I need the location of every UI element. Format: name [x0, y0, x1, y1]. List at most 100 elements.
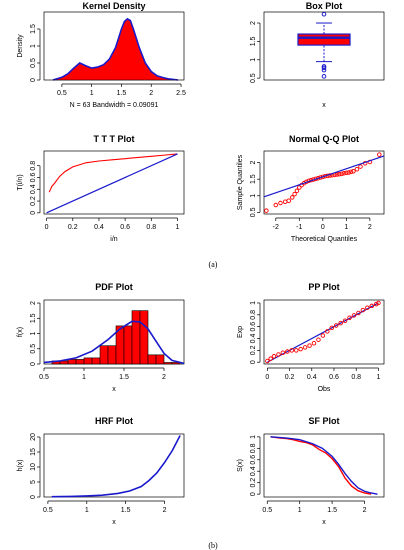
- pp-plot-box: [263, 299, 385, 365]
- pdf-y-tick-label: 2: [30, 301, 37, 305]
- qq-x-tick-label: 0: [321, 224, 325, 231]
- box-outlier: [321, 11, 327, 17]
- pdf-y-tick-label: 1: [30, 331, 37, 335]
- hrf-y-tick-label: 10: [30, 463, 37, 471]
- pp-point: [351, 313, 357, 318]
- pp-point: [369, 303, 375, 309]
- qq-point: [358, 164, 363, 169]
- ttt-title: T T T Plot: [94, 134, 135, 144]
- ttt-x-tick-label: 0.2: [68, 224, 78, 231]
- sf-chart: SF Plot 0.5 1 1.5 2 0 0.2 0.40.6 0.8 1 x S(x): [237, 416, 385, 526]
- kd-x-tick-label: 1.5: [117, 90, 127, 97]
- pdf-y-tick-label: 1.5: [30, 313, 37, 323]
- pp-title: PP Plot: [308, 282, 339, 292]
- kd-x-tick-label: 0.5: [57, 90, 67, 97]
- sf-x-label: x: [322, 519, 326, 526]
- hrf-curve: [51, 435, 181, 498]
- caption-b: (b): [208, 541, 218, 550]
- pp-y-tick-label: 0.8: [250, 310, 257, 320]
- hrf-title: HRF Plot: [95, 416, 133, 426]
- pp-point: [285, 349, 290, 354]
- pdf-y-tick-label: 0: [30, 362, 37, 366]
- box-outlier: [321, 64, 327, 69]
- kd-y-tick-label: 1.5: [30, 24, 37, 34]
- qq-point: [289, 195, 295, 200]
- qq-point: [337, 171, 342, 177]
- sf-y-tick-label: 0.2: [250, 478, 257, 488]
- qq-point: [294, 188, 300, 194]
- box-x-label: x: [322, 102, 326, 109]
- qq-title: Normal Q-Q Plot: [289, 134, 359, 144]
- sf-y-tick-label: 0.8: [250, 443, 257, 453]
- kd-x-tick-label: 1: [90, 90, 94, 97]
- pp-point: [347, 315, 352, 321]
- hrf-x-tick-label: 1.5: [121, 507, 131, 514]
- pp-point: [376, 300, 381, 306]
- qq-y-label: Sample Quantiles: [237, 154, 244, 210]
- hrf-x-label: x: [112, 519, 116, 526]
- box-outlier: [321, 74, 327, 79]
- qq-reference-line: [263, 155, 385, 198]
- pp-x-tick-label: 1: [376, 374, 380, 381]
- pdf-histogram-bar: [171, 362, 181, 365]
- box-y-tick-label: 2: [250, 21, 257, 25]
- box-y-tick-label: 1.5: [250, 36, 257, 46]
- pp-x-tick-label: 0.2: [285, 374, 295, 381]
- ttt-y-tick-label: 0.2: [30, 196, 37, 206]
- pp-y-tick-label: 0: [250, 360, 257, 364]
- pp-point: [325, 329, 330, 334]
- pdf-histogram-bar: [107, 345, 117, 365]
- qq-y-tick-label: 1: [250, 194, 257, 198]
- pdf-x-tick-label: 1.5: [119, 374, 129, 381]
- caption-a: (a): [209, 260, 218, 269]
- kd-y-tick-label: 1: [30, 44, 37, 48]
- pdf-histogram-bar: [99, 345, 109, 365]
- sf-x-tick-label: 1: [298, 507, 302, 514]
- qq-point: [339, 171, 344, 177]
- pp-x-tick-label: 0.4: [307, 374, 317, 381]
- pdf-title: PDF Plot: [95, 282, 133, 292]
- qq-x-label: Theoretical Quantiles: [291, 236, 358, 243]
- kd-y-tick-label: 0: [30, 78, 37, 82]
- pdf-y-tick-label: 0.5: [30, 344, 37, 354]
- qq-point: [341, 170, 347, 176]
- sf-fitted-curve: [270, 436, 378, 495]
- qq-point: [282, 199, 288, 204]
- pp-point: [360, 307, 366, 313]
- qq-x-tick-label: -2: [273, 224, 279, 231]
- qq-chart: Normal Q-Q Plot -2 -1 0 1 2 0.5 1 1.5 2 Theoretica…: [237, 134, 385, 243]
- sf-empirical-curve: [270, 436, 372, 495]
- qq-point: [354, 166, 360, 172]
- pp-point: [320, 333, 326, 338]
- ttt-y-tick-label: 0.6: [30, 173, 37, 183]
- sf-plot-box: [263, 433, 385, 498]
- pp-point: [293, 348, 299, 353]
- pdf-histogram-bar: [139, 310, 149, 365]
- pdf-x-tick-label: 0.5: [39, 374, 49, 381]
- sf-y-tick-label: 0.4: [250, 466, 257, 476]
- kd-title: Kernel Density: [82, 1, 145, 11]
- kd-y-label: Density: [17, 34, 24, 58]
- ttt-y-tick-label: 0: [30, 211, 37, 215]
- qq-x-tick-label: 2: [368, 224, 372, 231]
- pp-y-label: Exp: [237, 326, 244, 338]
- box-title: Box Plot: [306, 1, 343, 11]
- pp-point: [356, 310, 361, 316]
- box-y-tick-label: 0.5: [250, 73, 257, 83]
- pdf-histogram-bar: [91, 357, 101, 365]
- pdf-histogram-bar: [75, 359, 85, 365]
- pp-point: [307, 343, 312, 348]
- pp-point: [311, 341, 317, 346]
- sf-x-tick-label: 1.5: [327, 507, 337, 514]
- qq-plot-box: [263, 150, 385, 215]
- pp-point: [289, 348, 295, 353]
- ttt-y-label: T(i/n): [17, 174, 24, 190]
- qq-point: [297, 185, 302, 190]
- pp-point: [271, 354, 277, 359]
- pp-y-tick-label: 0.2: [250, 345, 257, 355]
- pdf-histogram-bar: [67, 359, 77, 365]
- qq-point: [286, 198, 291, 203]
- kd-x-tick-label: 2.5: [176, 90, 186, 97]
